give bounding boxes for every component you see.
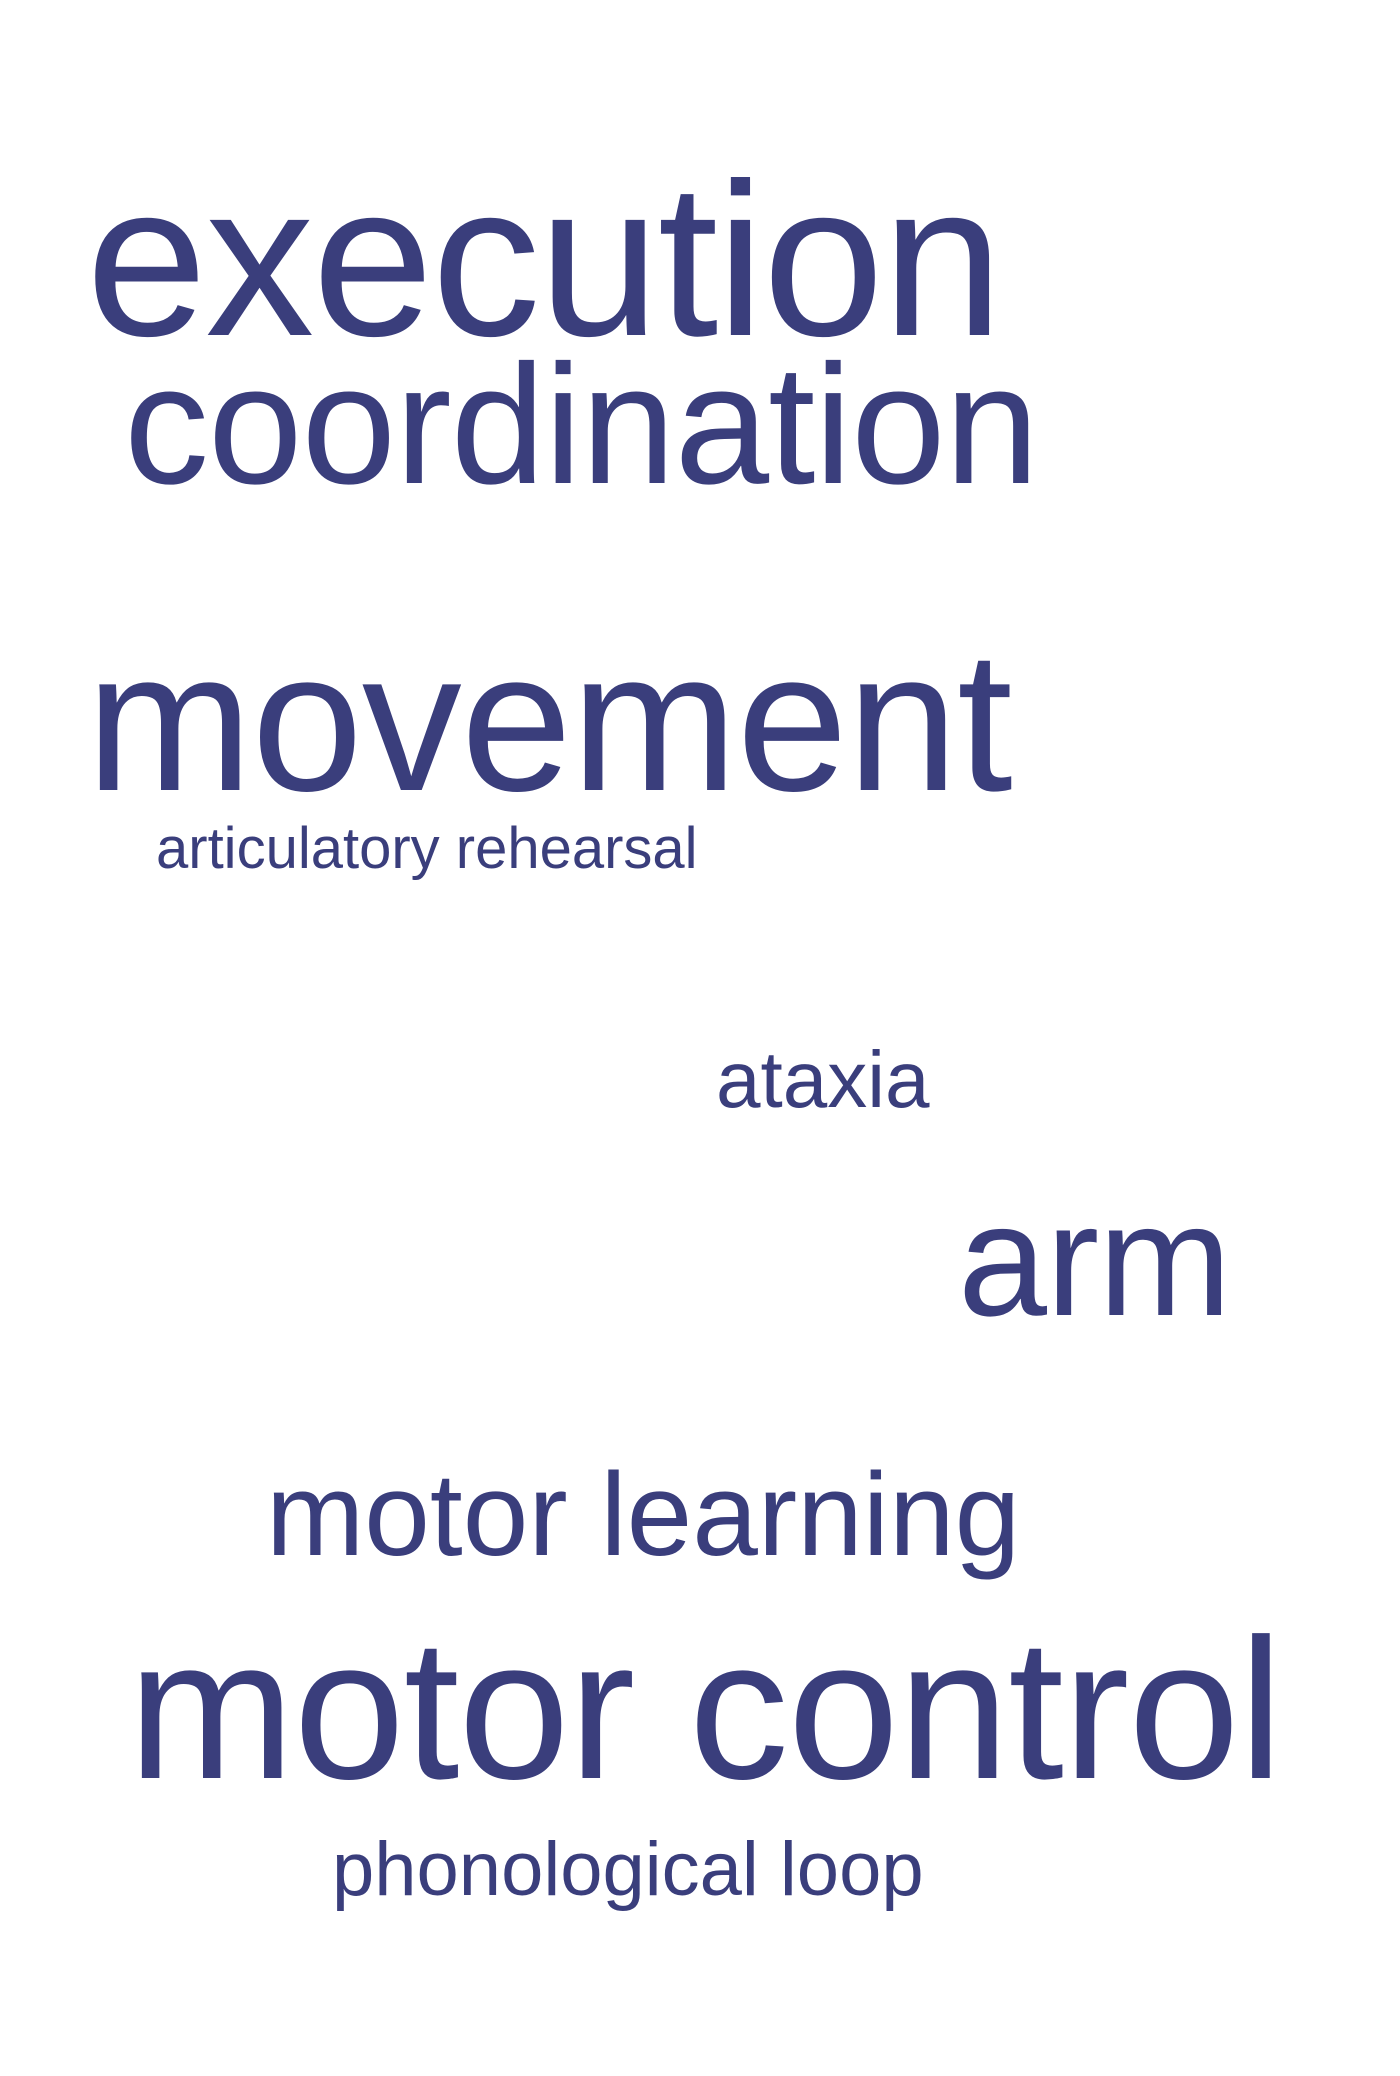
word-motor-control: motor control [128,1598,1283,1821]
word-phonological-loop: phonological loop [332,1827,924,1912]
word-arm: arm [958,1170,1232,1349]
word-articulatory-rehearsal: articulatory rehearsal [156,816,698,881]
word-coordination: coordination [124,330,1039,520]
word-motor-learning: motor learning [266,1449,1021,1581]
word-movement: movement [86,610,1013,833]
word-execution: execution [86,139,1003,382]
word-ataxia: ataxia [716,1035,930,1124]
